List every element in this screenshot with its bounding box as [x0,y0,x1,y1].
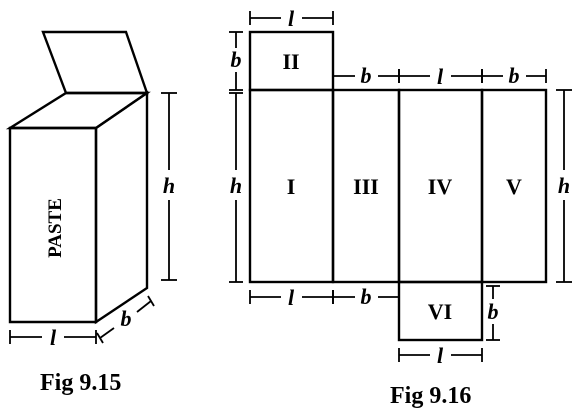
dim-h-label: h [163,173,175,198]
face-II-label: II [282,49,299,74]
face-V-label: V [506,174,522,199]
box-lid [41,30,149,95]
face-V [480,88,548,284]
dim-b-top-V: b [481,63,547,88]
box-side-face [94,90,149,325]
dim-l-bottom-VI-label: l [437,343,444,368]
dim-h-left-label: h [230,173,242,198]
dim-l-top-IV-label: l [437,64,444,89]
dim-l-top-IV: l [398,64,483,89]
dim-h-box: h [161,92,177,281]
face-I-label: I [287,174,296,199]
net-figure: II I III IV V VI l b h [229,6,572,409]
dim-b-top-III-label: b [361,63,372,88]
dim-l-label: l [50,325,57,350]
box-top-face [5,91,151,130]
dim-h-right-label: h [558,173,570,198]
dim-l-box: l [9,325,97,350]
face-VI [397,280,484,342]
caption-fig-9-16: Fig 9.16 [390,383,471,409]
dim-h-right: h [556,89,572,283]
dim-b-box: b [96,295,155,344]
dim-b-bottom-III: b [332,284,400,309]
dim-l-bottom-I: l [249,285,334,310]
dim-b-left: b [229,31,243,91]
face-VI-label: VI [428,299,452,324]
dim-l-bottom-VI: l [398,343,483,368]
box-figure: PASTE l b h Fig 9.15 [5,30,177,396]
dim-h-left: h [229,92,243,283]
dim-b-left-label: b [231,47,242,72]
face-III-label: III [353,174,379,199]
dim-b-top-III: b [332,63,400,88]
face-IV-label: IV [428,174,453,199]
dim-b-right-VI: b [486,285,500,341]
dim-l-bottom-I-label: l [288,285,295,310]
dim-b-right-VI-label: b [488,299,499,324]
dim-l-top-label: l [288,6,295,31]
dim-b-label: b [121,306,132,331]
dim-b-top-V-label: b [509,63,520,88]
paste-label: PASTE [45,198,66,258]
dim-l-top: l [249,6,334,31]
caption-fig-9-15: Fig 9.15 [40,370,121,396]
dim-b-bottom-III-label: b [361,284,372,309]
